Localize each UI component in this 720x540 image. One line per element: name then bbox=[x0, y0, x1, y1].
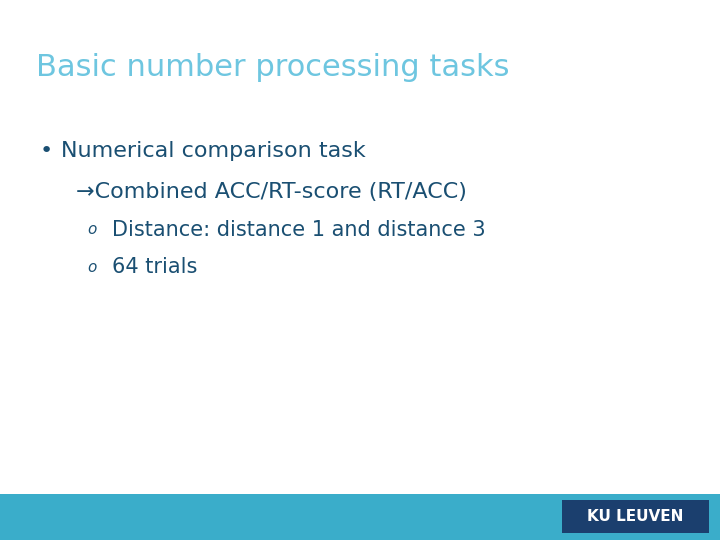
Bar bbox=[562, 500, 709, 533]
Text: •: • bbox=[40, 141, 53, 161]
Text: o: o bbox=[87, 260, 97, 275]
Text: Distance: distance 1 and distance 3: Distance: distance 1 and distance 3 bbox=[112, 219, 485, 240]
Text: Basic number processing tasks: Basic number processing tasks bbox=[36, 53, 510, 82]
Text: 64 trials: 64 trials bbox=[112, 257, 197, 278]
Text: KU LEUVEN: KU LEUVEN bbox=[588, 509, 683, 524]
Text: Numerical comparison task: Numerical comparison task bbox=[61, 141, 366, 161]
Bar bbox=[0, 494, 720, 540]
Text: →Combined ACC/RT-score (RT/ACC): →Combined ACC/RT-score (RT/ACC) bbox=[76, 181, 467, 202]
Text: o: o bbox=[87, 222, 97, 237]
